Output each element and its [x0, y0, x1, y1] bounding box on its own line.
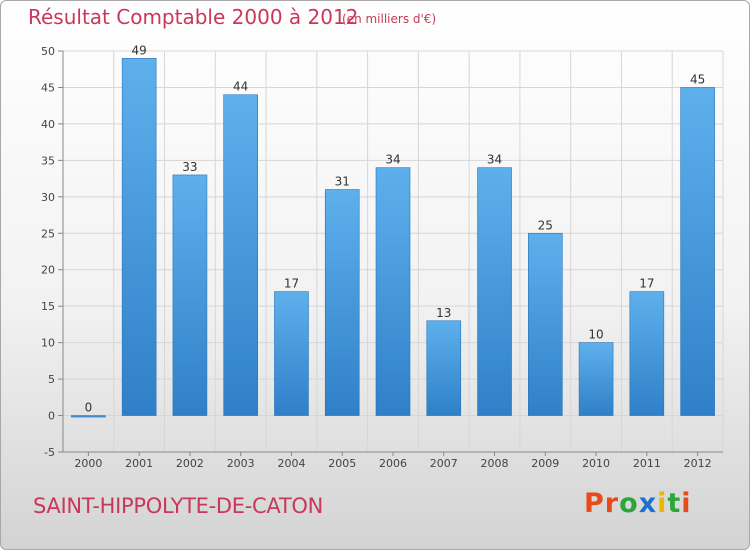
logo-letter: i: [681, 488, 692, 519]
data-label-2003: 44: [233, 80, 248, 94]
bar-2008: [477, 167, 512, 416]
logo-letter: i: [657, 488, 668, 519]
y-tick-label: 40: [41, 118, 55, 131]
x-tick-label: 2004: [277, 457, 305, 470]
data-label-2008: 34: [487, 153, 502, 167]
data-label-2000: 0: [85, 401, 93, 415]
bar-2006: [375, 167, 411, 416]
data-label-2004: 17: [284, 277, 299, 291]
y-tick-label: 35: [41, 154, 55, 167]
bar-2010: [578, 342, 614, 416]
bar-2002: [172, 174, 208, 416]
y-tick-label: 5: [48, 373, 55, 386]
x-tick-label: 2002: [176, 457, 204, 470]
x-tick-label: 2005: [328, 457, 356, 470]
data-label-2005: 31: [335, 175, 350, 189]
y-tick-label: 0: [48, 410, 55, 423]
data-label-2010: 10: [588, 328, 603, 342]
x-tick-label: 2008: [481, 457, 509, 470]
y-tick-label: 50: [41, 45, 55, 58]
x-tick-label: 2006: [379, 457, 407, 470]
data-label-2012: 45: [690, 72, 705, 86]
x-tick-label: 2012: [684, 457, 712, 470]
logo-letter: r: [604, 488, 620, 519]
bar-2007: [426, 320, 462, 416]
y-tick-label: 20: [41, 264, 55, 277]
y-tick-label: 10: [41, 337, 55, 350]
logo-letter: P: [584, 488, 605, 519]
data-label-2002: 33: [182, 160, 197, 174]
bar-2011: [629, 291, 665, 416]
data-label-2001: 49: [132, 43, 147, 57]
bar-2003: [223, 94, 258, 416]
logo-letter: x: [638, 488, 658, 519]
y-tick-label: -5: [44, 446, 55, 459]
logo-letter: o: [619, 488, 639, 519]
bar-2009: [528, 232, 563, 416]
chart-unit: (en milliers d'€): [342, 12, 437, 26]
commune-name: SAINT-HIPPOLYTE-DE-CATON: [33, 494, 323, 518]
x-tick-label: 2011: [633, 457, 661, 470]
bar-2012: [680, 87, 715, 416]
x-tick-label: 2003: [227, 457, 255, 470]
y-tick-label: 25: [41, 227, 55, 240]
bar-2004: [274, 291, 309, 416]
logo-letter: t: [667, 488, 682, 519]
x-tick-label: 2001: [125, 457, 153, 470]
x-tick-label: 2009: [531, 457, 559, 470]
proxiti-logo: Proxiti: [584, 488, 692, 519]
bar-2005: [324, 189, 360, 416]
x-tick-label: 2010: [582, 457, 610, 470]
bar-2000: [71, 415, 106, 418]
bar-2001: [121, 57, 157, 416]
data-label-2009: 25: [538, 218, 553, 232]
x-tick-label: 2000: [74, 457, 102, 470]
x-tick-label: 2007: [430, 457, 458, 470]
y-tick-label: 15: [41, 300, 55, 313]
y-tick-label: 30: [41, 191, 55, 204]
data-label-2007: 13: [436, 306, 451, 320]
chart-title: Résultat Comptable 2000 à 2012: [28, 5, 359, 29]
data-label-2006: 34: [385, 153, 400, 167]
data-label-2011: 17: [639, 277, 654, 291]
y-tick-label: 45: [41, 81, 55, 94]
